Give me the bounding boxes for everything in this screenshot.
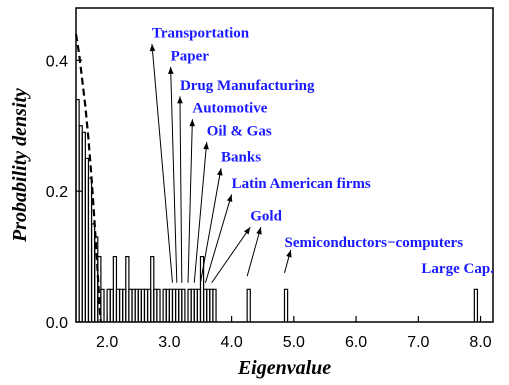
histogram-bar-tail [246,288,251,322]
annotation-label: Drug Manufacturing [180,78,315,94]
annotation-arrowhead [286,250,292,258]
annotation-label: Banks [221,150,261,166]
y-axis-title: Probability density [9,88,31,243]
x-tick-label: 6.0 [345,334,367,351]
plot-area [74,33,479,323]
annotation-label: Large Cap. [421,261,494,277]
annotation-arrowhead [189,119,195,127]
histogram-bar-tail [212,288,217,322]
y-tick-label: 0.4 [46,53,68,70]
annotations: Transportation Paper Drug Manufacturing Aut… [149,25,494,284]
annotation-arrow-line [193,142,208,283]
annotation-arrow-line [199,168,222,283]
x-tick-label: 4.0 [220,334,242,351]
plot-frame [75,7,494,323]
annotation-arrow-line [170,66,178,283]
annotation-arrow-line [187,119,193,283]
histogram-bar-tail [283,288,289,322]
annotation-arrowhead [203,142,209,150]
annotation-arrow-line [211,226,251,284]
annotation-arrowhead [226,194,233,202]
annotation-arrowhead [256,227,262,235]
annotation-label: Automotive [192,101,267,117]
histogram-bar-tail [181,288,186,322]
histogram-bar-bulk [100,288,105,322]
x-axis-title: Eigenvalue [237,357,331,379]
annotation-arrow-line [204,194,233,283]
annotation-arrow-line [179,96,183,283]
theory-density-curve [74,33,102,323]
annotation-arrowhead [149,43,156,52]
annotation-arrow-line [246,227,262,277]
x-tick-label: 8.0 [469,334,491,351]
annotation-arrowhead [177,96,183,104]
annotation-arrow-line [151,43,173,283]
histogram-bar-tail [473,288,479,322]
y-tick-label: 0.2 [46,184,68,201]
annotation-label: Paper [171,48,210,64]
histogram-bar-tail [156,288,161,322]
annotation-label: Semiconductors−computers [285,235,464,251]
x-tick-label: 5.0 [283,334,305,351]
x-tick-label: 3.0 [158,334,180,351]
annotation-label: Transportation [152,25,250,41]
y-tick-label: 0.0 [46,315,68,332]
annotation-arrowhead [243,227,251,235]
annotation-arrowhead [168,66,174,74]
axes: 2.0 3.0 4.0 5.0 6.0 7.0 8.0 0.0 0.2 0.4 [46,7,494,351]
annotation-arrowhead [217,168,223,176]
x-tick-label: 2.0 [96,334,118,351]
annotation-label: Latin American firms [232,176,371,192]
annotation-label: Oil & Gas [207,124,272,140]
x-tick-label: 7.0 [407,334,429,351]
annotation-label: Gold [250,209,282,225]
